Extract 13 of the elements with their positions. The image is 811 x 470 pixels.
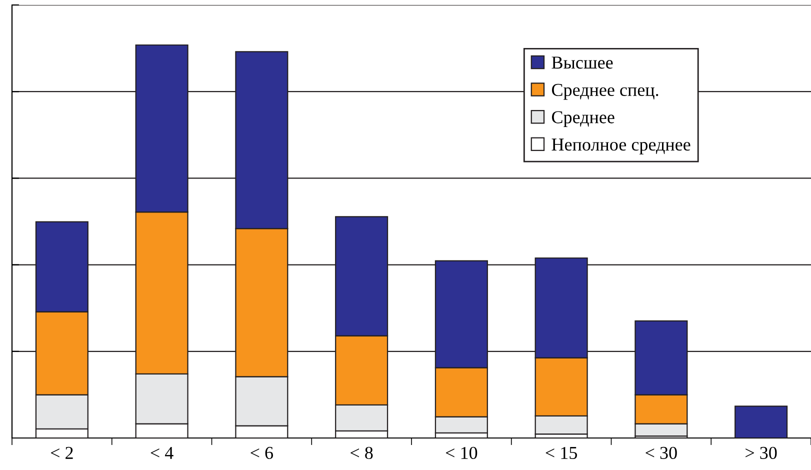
legend-label: Высшее xyxy=(552,56,613,69)
x-tick-label: < 15 xyxy=(546,446,577,460)
legend-label: Неполное среднее xyxy=(552,138,690,154)
legend-label: Среднее спец. xyxy=(552,84,658,100)
x-tick-label: < 10 xyxy=(446,446,478,460)
x-tick-label: < 6 xyxy=(250,446,274,460)
x-tick-label: > 30 xyxy=(746,446,777,460)
x-tick-label: < 4 xyxy=(150,446,174,459)
bar xyxy=(734,406,788,438)
x-tick-label: < 8 xyxy=(350,446,373,460)
x-tick-label: < 30 xyxy=(646,446,677,460)
x-tick-label: < 2 xyxy=(50,446,73,459)
legend-label: Среднее xyxy=(552,111,614,128)
